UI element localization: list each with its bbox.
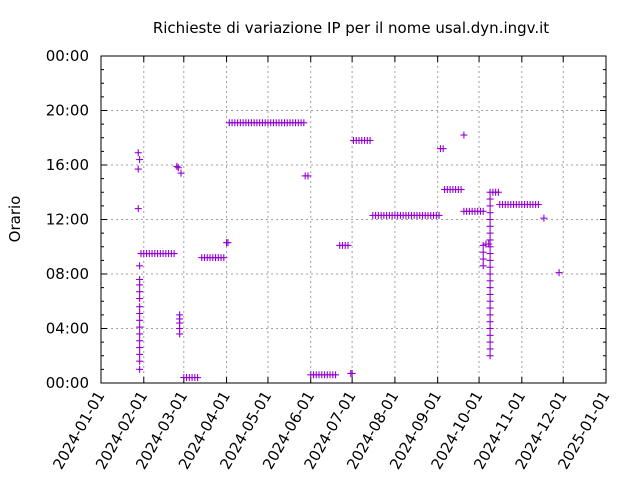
data-point <box>136 156 144 164</box>
data-point <box>177 169 185 177</box>
data-point <box>486 202 494 210</box>
data-point <box>136 295 144 303</box>
data-point <box>170 250 178 258</box>
data-point <box>486 263 494 271</box>
y-tick-label: 00:00 <box>46 374 89 392</box>
data-point <box>486 284 494 292</box>
data-point <box>136 365 144 373</box>
data-point <box>194 374 202 382</box>
data-point <box>173 162 181 170</box>
data-point <box>136 281 144 289</box>
data-point <box>486 209 494 217</box>
data-point <box>494 188 502 196</box>
data-point <box>344 241 352 249</box>
y-tick-label: 00:00 <box>46 47 89 65</box>
y-tick-label: 20:00 <box>46 102 89 120</box>
data-point <box>479 207 487 215</box>
data-point <box>136 310 144 318</box>
y-tick-label: 08:00 <box>46 265 89 283</box>
data-point <box>486 311 494 319</box>
data-point <box>486 290 494 298</box>
data-point <box>555 269 563 277</box>
data-point <box>479 255 487 263</box>
data-point <box>486 216 494 223</box>
data-point <box>332 371 340 379</box>
data-point <box>136 344 144 352</box>
data-point <box>439 145 447 153</box>
data-point <box>486 243 494 251</box>
data-point <box>136 262 144 270</box>
data-point <box>174 164 182 172</box>
data-point <box>457 186 465 194</box>
data-point <box>486 318 494 326</box>
data-point <box>486 352 494 360</box>
grid <box>101 56 606 383</box>
data-point <box>136 350 144 358</box>
data-point <box>460 131 468 139</box>
y-tick-label: 04:00 <box>46 320 89 338</box>
data-point <box>136 357 144 365</box>
data-point <box>136 337 144 345</box>
data-point <box>348 369 356 377</box>
y-axis-label: Orario <box>6 196 24 243</box>
data-points <box>134 119 563 382</box>
data-point <box>486 331 494 339</box>
data-point <box>540 214 548 222</box>
data-point <box>300 119 308 127</box>
data-point <box>486 256 494 264</box>
data-point <box>176 330 184 338</box>
data-point <box>136 288 144 296</box>
data-point <box>136 316 144 324</box>
data-point <box>486 250 494 258</box>
data-point <box>366 136 374 144</box>
data-point <box>486 236 494 244</box>
data-point <box>134 149 142 157</box>
data-point <box>304 172 312 180</box>
data-point <box>486 195 494 203</box>
data-point <box>486 297 494 305</box>
data-point <box>136 330 144 338</box>
data-point <box>486 277 494 285</box>
data-point <box>534 201 542 209</box>
data-point <box>134 205 142 213</box>
data-point <box>486 270 494 278</box>
data-point <box>479 262 487 270</box>
data-point <box>136 323 144 331</box>
data-point <box>134 165 142 173</box>
y-tick-label: 12:00 <box>46 211 89 229</box>
data-point <box>486 229 494 237</box>
data-point <box>486 222 494 230</box>
data-point <box>136 303 144 311</box>
data-point <box>486 345 494 353</box>
axes: 00:0004:0008:0012:0016:0020:0000:002024-… <box>46 47 614 473</box>
data-point <box>486 325 494 332</box>
chart-title: Richieste di variazione IP per il nome u… <box>153 19 549 37</box>
data-point <box>479 248 487 256</box>
y-tick-label: 16:00 <box>46 156 89 174</box>
data-point <box>220 254 228 262</box>
data-point <box>435 211 443 219</box>
data-point <box>224 239 232 247</box>
data-point <box>486 304 494 312</box>
data-point <box>486 338 494 346</box>
